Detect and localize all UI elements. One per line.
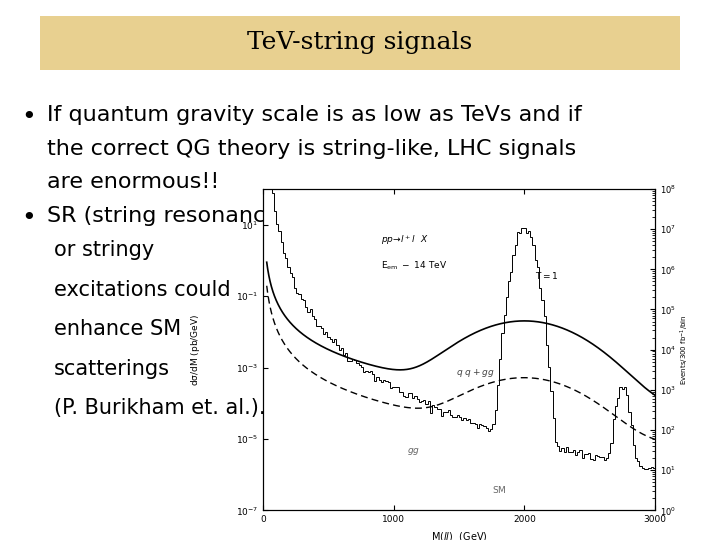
Text: or stringy: or stringy <box>54 240 154 260</box>
Text: the correct QG theory is string-like, LHC signals: the correct QG theory is string-like, LH… <box>47 139 576 159</box>
Text: scatterings: scatterings <box>54 359 170 379</box>
Text: $\mathrm{T=1}$: $\mathrm{T=1}$ <box>535 270 559 281</box>
FancyBboxPatch shape <box>40 16 680 70</box>
Text: If quantum gravity scale is as low as TeVs and if: If quantum gravity scale is as low as Te… <box>47 105 582 125</box>
Text: TeV-string signals: TeV-string signals <box>248 31 472 53</box>
Text: are enormous!!: are enormous!! <box>47 172 219 192</box>
Text: enhance SM: enhance SM <box>54 319 181 339</box>
Text: $gg$: $gg$ <box>407 446 420 457</box>
Text: $q\ q+gg$: $q\ q+gg$ <box>456 367 495 380</box>
X-axis label: $\rm M(\mathit{ll})\ \ (GeV)$: $\rm M(\mathit{ll})\ \ (GeV)$ <box>431 530 487 540</box>
Text: •: • <box>22 105 36 129</box>
Text: (P. Burikham et. al.).: (P. Burikham et. al.). <box>54 398 266 418</box>
Y-axis label: $\rm Events/300\ fb^{-1}/bin$: $\rm Events/300\ fb^{-1}/bin$ <box>679 314 691 385</box>
Text: $pp\!\rightarrow\!l^+l\ \ X$: $pp\!\rightarrow\!l^+l\ \ X$ <box>380 234 428 247</box>
Text: $\mathrm{E_{em}\ -\ 14\ TeV}$: $\mathrm{E_{em}\ -\ 14\ TeV}$ <box>380 259 447 272</box>
Text: $\mathrm{SM}$: $\mathrm{SM}$ <box>492 484 506 495</box>
Text: •: • <box>22 206 36 230</box>
Text: SR (string resonances): SR (string resonances) <box>47 206 299 226</box>
Text: excitations could: excitations could <box>54 280 230 300</box>
Y-axis label: $\rm d\sigma/dM\ (pb/GeV)$: $\rm d\sigma/dM\ (pb/GeV)$ <box>189 314 202 386</box>
